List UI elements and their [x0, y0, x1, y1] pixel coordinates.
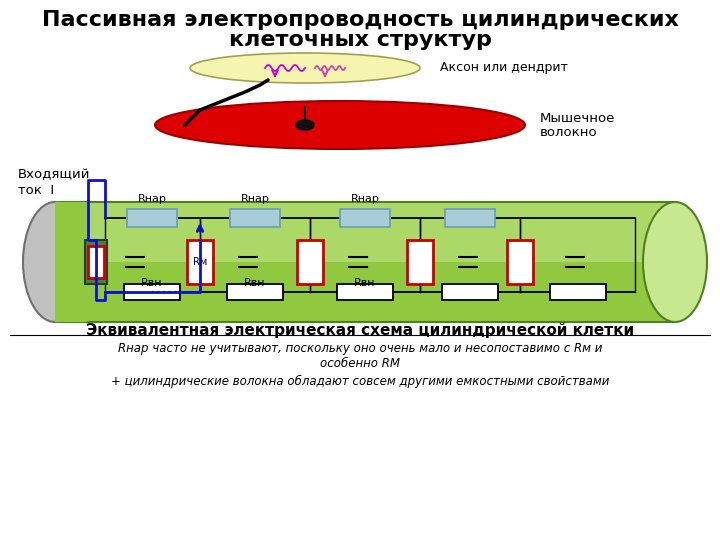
- Bar: [55, 202, 675, 322]
- Text: Rнар: Rнар: [351, 194, 379, 204]
- Text: особенно RМ: особенно RМ: [320, 357, 400, 370]
- Ellipse shape: [190, 53, 420, 83]
- FancyBboxPatch shape: [85, 240, 107, 284]
- Text: Rнар часто не учитывают, поскольку оно очень мало и несопоставимо с Rм и: Rнар часто не учитывают, поскольку оно о…: [118, 342, 602, 355]
- FancyBboxPatch shape: [88, 246, 104, 278]
- FancyBboxPatch shape: [445, 209, 495, 227]
- Ellipse shape: [643, 202, 707, 322]
- FancyBboxPatch shape: [124, 284, 180, 300]
- FancyBboxPatch shape: [337, 284, 393, 300]
- Text: Rвн: Rвн: [141, 278, 163, 288]
- FancyBboxPatch shape: [127, 209, 177, 227]
- Bar: [55, 202, 87, 322]
- FancyBboxPatch shape: [187, 240, 213, 284]
- FancyBboxPatch shape: [550, 284, 606, 300]
- FancyBboxPatch shape: [507, 240, 533, 284]
- Text: волокно: волокно: [540, 125, 598, 138]
- FancyBboxPatch shape: [442, 284, 498, 300]
- Text: Аксон или дендрит: Аксон или дендрит: [440, 62, 568, 75]
- Text: Rнар: Rнар: [240, 194, 269, 204]
- Text: Пассивная электропроводность цилиндрических: Пассивная электропроводность цилиндричес…: [42, 10, 678, 30]
- Text: Rвн: Rвн: [354, 278, 376, 288]
- Text: Rвн: Rвн: [244, 278, 266, 288]
- FancyBboxPatch shape: [340, 209, 390, 227]
- FancyBboxPatch shape: [297, 240, 323, 284]
- Text: ток  I: ток I: [18, 184, 54, 197]
- Ellipse shape: [155, 101, 525, 149]
- Text: Rм: Rм: [193, 257, 207, 267]
- Text: Rнар: Rнар: [138, 194, 166, 204]
- Text: Мышечное: Мышечное: [540, 111, 616, 125]
- Bar: [55, 202, 675, 262]
- Ellipse shape: [296, 120, 314, 130]
- Text: + цилиндрические волокна обладают совсем другими емкостными свойствами: + цилиндрические волокна обладают совсем…: [111, 375, 609, 388]
- Text: Входящий: Входящий: [18, 168, 91, 181]
- Text: Эквивалентная электрическая схема цилиндрической клетки: Эквивалентная электрическая схема цилинд…: [86, 322, 634, 338]
- Ellipse shape: [23, 202, 87, 322]
- Text: клеточных структур: клеточных структур: [228, 30, 492, 50]
- FancyBboxPatch shape: [230, 209, 280, 227]
- FancyBboxPatch shape: [407, 240, 433, 284]
- FancyBboxPatch shape: [227, 284, 283, 300]
